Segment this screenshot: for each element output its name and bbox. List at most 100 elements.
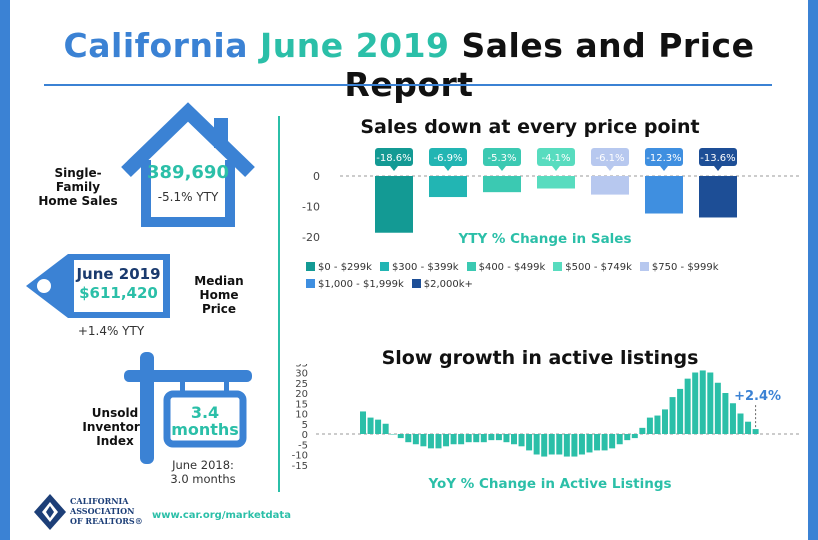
median-label-line1: Median Home bbox=[194, 274, 244, 302]
listings-bar bbox=[450, 434, 457, 445]
listings-bar bbox=[752, 429, 759, 434]
org-line3: OF REALTORS® bbox=[70, 516, 143, 526]
legend-label: $300 - $399k bbox=[391, 262, 459, 273]
listings-y-tick: 15 bbox=[295, 399, 308, 410]
sales-data-label-box bbox=[537, 148, 575, 166]
legend-item: $1,000 - $1,999k bbox=[306, 279, 404, 290]
listings-bar bbox=[662, 409, 668, 434]
listings-y-tick: 10 bbox=[295, 410, 308, 421]
listings-bar bbox=[707, 372, 714, 434]
footer-url-link[interactable]: www.car.org/marketdata bbox=[152, 510, 291, 521]
listings-bar bbox=[571, 434, 578, 457]
listings-bar bbox=[639, 427, 646, 434]
sales-bar bbox=[645, 176, 683, 214]
listings-bar bbox=[382, 423, 389, 434]
uii-unit: months bbox=[171, 420, 239, 439]
sales-data-label-box bbox=[645, 148, 683, 166]
home-sales-label-line2: Home Sales bbox=[38, 194, 118, 208]
listings-bar bbox=[427, 434, 434, 449]
sales-data-label-group: -6.9% bbox=[429, 148, 467, 171]
sales-data-label-box bbox=[699, 148, 737, 166]
uii-prev-line1: June 2018: bbox=[172, 458, 234, 472]
listings-bar bbox=[684, 378, 691, 434]
home-sales-value: 389,690 bbox=[147, 162, 229, 183]
listings-y-tick: 0 bbox=[302, 430, 308, 441]
sales-change-chart: 0 -10 -20 -18.6% -6.9% -5.3% -4.1% -6.1% -12.3% -… bbox=[302, 148, 800, 244]
sales-data-label-group: -18.6% bbox=[375, 148, 413, 171]
listings-bar bbox=[737, 413, 744, 434]
legend-swatch bbox=[411, 279, 421, 288]
legend-swatch bbox=[639, 262, 649, 271]
listings-bar bbox=[458, 434, 465, 445]
legend-swatch bbox=[466, 262, 476, 271]
uii-label-line2: Inventory bbox=[82, 420, 148, 434]
home-sales-label-line1: Single-Family bbox=[54, 166, 102, 194]
legend-label: $0 - $299k bbox=[318, 262, 372, 273]
listings-bar bbox=[692, 372, 699, 434]
legend-item: $500 - $749k bbox=[553, 262, 632, 273]
listings-y-tick: -15 bbox=[292, 461, 308, 472]
sales-chart-legend: $0 - $299k $300 - $399k $400 - $499k $500 -… bbox=[306, 262, 796, 296]
sales-data-label: -18.6% bbox=[376, 153, 411, 164]
listings-bar bbox=[533, 434, 540, 455]
sales-data-label-box bbox=[429, 148, 467, 166]
listings-bar bbox=[601, 434, 608, 451]
listings-bar bbox=[511, 434, 517, 445]
title-date: June 2019 bbox=[260, 26, 450, 65]
listings-bar bbox=[677, 388, 684, 434]
sales-data-label-group: -4.1% bbox=[537, 148, 575, 171]
sales-data-label-pointer bbox=[606, 166, 614, 171]
listings-bar bbox=[745, 421, 752, 434]
listings-bar bbox=[654, 415, 661, 434]
sales-y-tick: -20 bbox=[302, 231, 320, 244]
sales-bar bbox=[375, 176, 413, 233]
listings-bar bbox=[699, 370, 706, 434]
legend-swatch bbox=[553, 262, 563, 271]
uii-previous: June 2018: 3.0 months bbox=[160, 458, 246, 486]
org-line2: ASSOCIATION bbox=[70, 506, 135, 516]
listings-bar bbox=[518, 434, 525, 447]
sales-data-label-pointer bbox=[444, 166, 452, 171]
sales-data-label-pointer bbox=[552, 166, 560, 171]
listings-y-tick: -10 bbox=[292, 451, 308, 462]
listings-bar bbox=[714, 382, 721, 434]
listings-y-tick: -5 bbox=[298, 440, 308, 451]
home-sales-change: -5.1% YTY bbox=[157, 190, 219, 204]
title-rule bbox=[44, 84, 772, 86]
sales-data-label-group: -6.1% bbox=[591, 148, 629, 171]
listings-bar bbox=[586, 434, 593, 453]
sales-data-label-box bbox=[591, 148, 629, 166]
listings-bar bbox=[367, 417, 374, 434]
listings-bar bbox=[669, 397, 676, 434]
listings-y-tick: 35 bbox=[295, 364, 308, 369]
sales-data-label: -6.9% bbox=[433, 153, 462, 164]
listings-bar bbox=[609, 434, 616, 449]
median-label-line2: Price bbox=[201, 302, 237, 316]
sales-bar bbox=[699, 176, 737, 218]
listings-bar bbox=[465, 434, 472, 443]
uii-label-line3: Index bbox=[96, 434, 134, 448]
listings-bar bbox=[631, 434, 638, 439]
sales-data-label-box bbox=[375, 148, 413, 166]
legend-swatch bbox=[306, 279, 315, 288]
for-sale-sign-icon bbox=[124, 352, 252, 464]
listings-bar bbox=[526, 434, 533, 451]
sales-data-label-group: -12.3% bbox=[645, 148, 683, 171]
sales-bar bbox=[429, 176, 467, 198]
listings-bar bbox=[729, 403, 736, 434]
listings-bar bbox=[480, 434, 487, 443]
left-frame-bar bbox=[0, 0, 10, 540]
org-line1: CALIFORNIA bbox=[70, 496, 129, 506]
price-tag-icon bbox=[26, 254, 170, 318]
sales-chart-xlabel: YTY % Change in Sales bbox=[458, 231, 632, 247]
listings-chart-title: Slow growth in active listings bbox=[381, 347, 699, 369]
legend-swatch bbox=[306, 262, 315, 271]
active-listings-chart: 35302520151050-5-10-15 +2.4% bbox=[292, 364, 800, 472]
sales-data-label-box bbox=[483, 148, 521, 166]
listings-bar bbox=[488, 434, 495, 441]
sales-y-tick: 0 bbox=[313, 170, 320, 183]
sales-data-label: -6.1% bbox=[595, 153, 624, 164]
listings-bar bbox=[435, 434, 442, 449]
listings-bar bbox=[397, 434, 404, 439]
legend-item: $750 - $999k bbox=[639, 262, 719, 273]
